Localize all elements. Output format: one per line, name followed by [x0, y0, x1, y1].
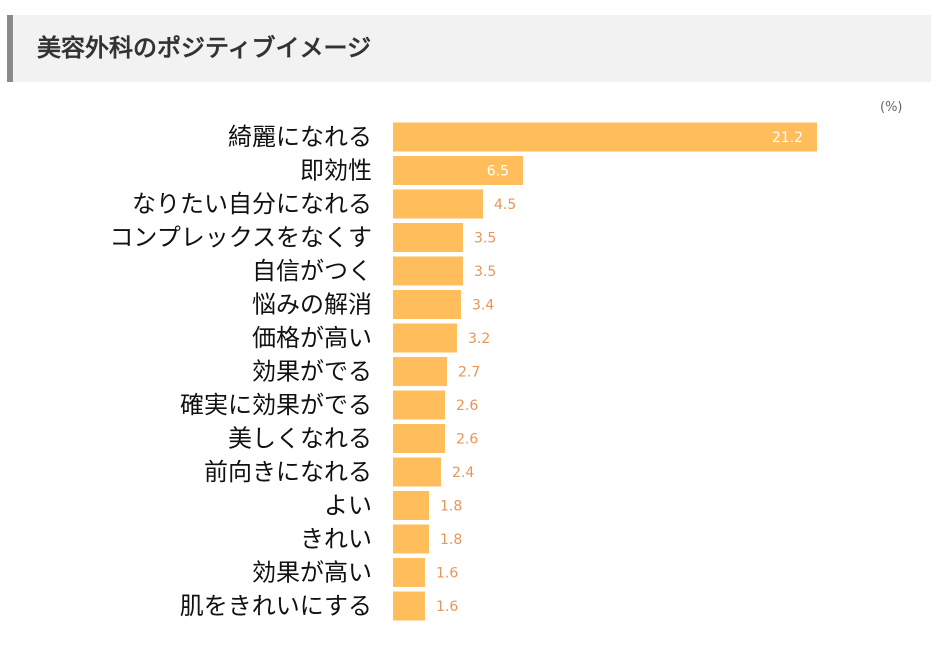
value-label-14: 1.6: [436, 599, 458, 615]
header-accent-bar: [7, 15, 13, 82]
value-label-13: 1.6: [436, 566, 458, 582]
unit-label: (%): [880, 100, 903, 115]
bar-5: [393, 290, 461, 319]
category-label-14: 肌をきれいにする: [180, 592, 372, 620]
chart-header: 美容外科のポジティブイメージ: [7, 15, 931, 82]
category-label-3: コンプレックスをなくす: [109, 224, 372, 252]
category-label-12: きれい: [300, 525, 372, 553]
bar-6: [393, 323, 457, 353]
bar-11: [393, 491, 429, 520]
value-label-1: 6.5: [487, 164, 509, 180]
category-label-13: 効果が高い: [252, 559, 372, 587]
bar-chart: 綺麗になれる 21.2 即効性 6.5 なりたい自分になれる 4.5 コンプレックスをなくす…: [109, 122, 817, 621]
value-label-11: 1.8: [440, 499, 462, 515]
category-label-2: なりたい自分になれる: [132, 190, 372, 218]
value-label-12: 1.8: [440, 532, 462, 548]
category-label-9: 美しくなれる: [228, 425, 372, 453]
category-label-0: 綺麗になれる: [228, 123, 372, 151]
value-label-0: 21.2: [772, 130, 803, 146]
bar-3: [393, 223, 463, 252]
bar-13: [393, 558, 425, 587]
value-label-2: 4.5: [494, 197, 516, 213]
bar-7: [393, 357, 447, 386]
category-label-7: 効果がでる: [252, 358, 372, 386]
bar-2: [393, 189, 483, 219]
bar-4: [393, 256, 463, 286]
bar-12: [393, 524, 429, 554]
category-label-8: 確実に効果がでる: [180, 391, 372, 419]
value-label-9: 2.6: [456, 432, 478, 448]
bar-9: [393, 424, 445, 453]
bar-14: [393, 591, 425, 621]
category-label-10: 前向きになれる: [204, 458, 372, 486]
value-label-8: 2.6: [456, 398, 478, 414]
value-label-3: 3.5: [474, 231, 496, 247]
value-label-10: 2.4: [452, 465, 474, 481]
bar-10: [393, 457, 441, 487]
bar-0: [393, 122, 817, 152]
bar-8: [393, 390, 445, 420]
category-label-4: 自信がつく: [252, 257, 372, 285]
value-label-4: 3.5: [474, 264, 496, 280]
value-label-5: 3.4: [472, 298, 494, 314]
category-label-5: 悩みの解消: [252, 291, 372, 319]
value-label-7: 2.7: [458, 365, 480, 381]
category-label-1: 即効性: [300, 157, 372, 185]
category-label-11: よい: [324, 492, 372, 520]
bar-1: [393, 156, 523, 185]
page-title: 美容外科のポジティブイメージ: [37, 34, 372, 62]
value-label-6: 3.2: [468, 331, 490, 347]
category-label-6: 価格が高い: [252, 324, 372, 352]
